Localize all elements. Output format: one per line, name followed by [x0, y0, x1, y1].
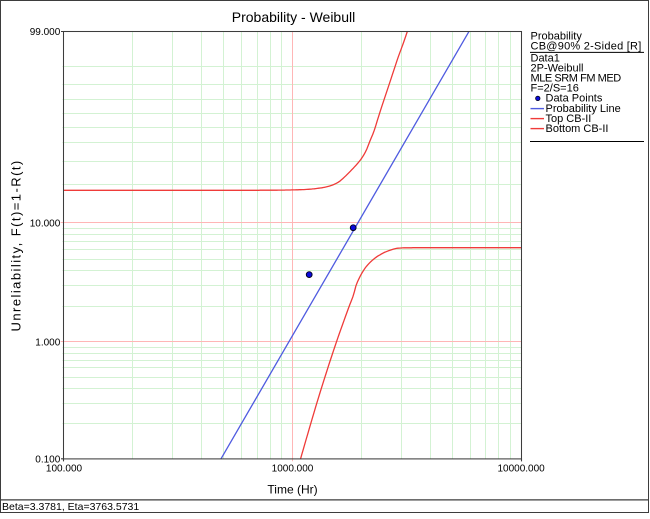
- svg-text:Time (Hr): Time (Hr): [267, 483, 317, 497]
- svg-text:Probability Line: Probability Line: [546, 103, 621, 115]
- svg-text:1.000: 1.000: [35, 337, 60, 348]
- svg-text:Top CB-II: Top CB-II: [546, 113, 592, 125]
- svg-text:Unreliability, F(t)=1-R(t): Unreliability, F(t)=1-R(t): [8, 159, 23, 331]
- svg-text:0.100: 0.100: [35, 454, 60, 465]
- svg-text:MLE SRM FM MED: MLE SRM FM MED: [531, 73, 622, 85]
- svg-text:Probability: Probability: [531, 30, 583, 42]
- svg-text:Data1: Data1: [531, 53, 560, 65]
- svg-text:10.000: 10.000: [30, 218, 61, 229]
- svg-text:Beta=3.3781, Eta=3763.5731: Beta=3.3781, Eta=3763.5731: [2, 501, 139, 513]
- svg-text:1000.000: 1000.000: [272, 463, 314, 474]
- svg-text:Probability - Weibull: Probability - Weibull: [232, 9, 355, 25]
- svg-text:Bottom CB-II: Bottom CB-II: [546, 123, 609, 135]
- svg-text:F=2/S=16: F=2/S=16: [531, 83, 579, 95]
- svg-text:10000.000: 10000.000: [497, 463, 545, 474]
- svg-text:2P-Weibull: 2P-Weibull: [531, 63, 584, 75]
- svg-text:100.000: 100.000: [46, 463, 83, 474]
- svg-text:CB@90% 2-Sided [R]: CB@90% 2-Sided [R]: [531, 41, 642, 53]
- svg-text:99.000: 99.000: [30, 27, 61, 38]
- svg-text:Data Points: Data Points: [546, 93, 603, 105]
